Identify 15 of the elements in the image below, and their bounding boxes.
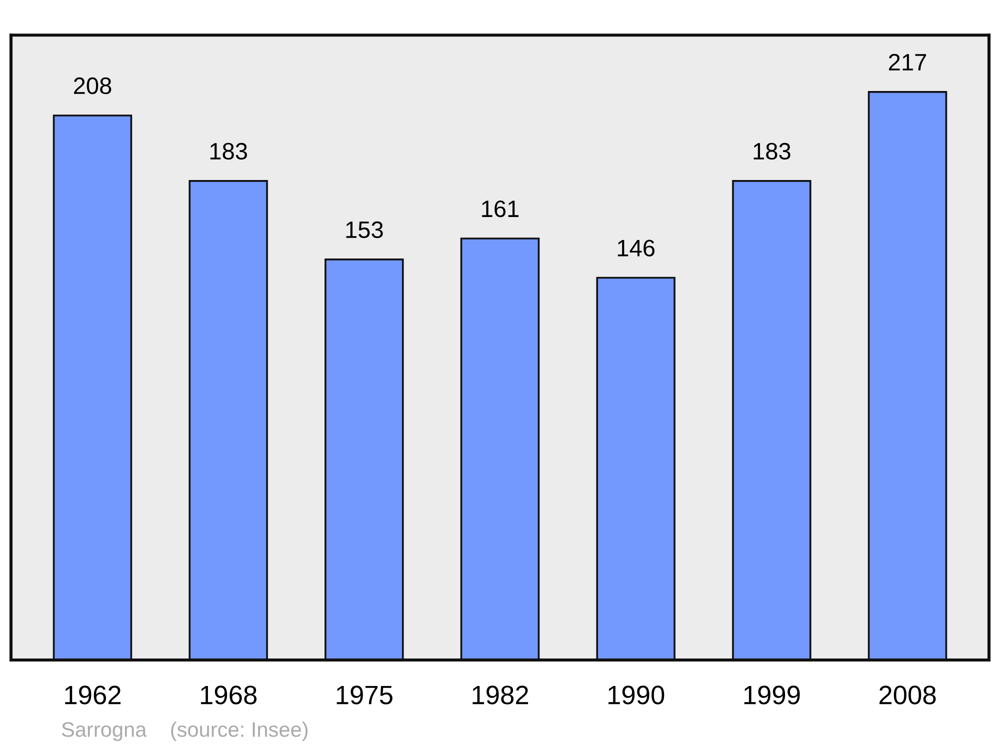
x-tick-label: 1990 bbox=[608, 686, 664, 704]
data-label: 183 bbox=[210, 142, 247, 160]
x-tick-label: 2008 bbox=[879, 686, 936, 704]
data-label: 161 bbox=[482, 200, 519, 218]
data-label: 183 bbox=[754, 142, 790, 160]
x-tick-label: 1975 bbox=[336, 686, 392, 704]
data-label: 208 bbox=[74, 77, 112, 94]
x-tick-label: 1999 bbox=[744, 686, 800, 704]
text: Sarrogna (source: Insee) bbox=[62, 722, 308, 742]
data-label: 153 bbox=[346, 221, 383, 238]
x-tick-label: 1982 bbox=[472, 686, 528, 704]
x-tick-label: 1962 bbox=[65, 686, 121, 704]
data-label: 146 bbox=[618, 240, 654, 256]
x-tick-label: 1968 bbox=[200, 686, 257, 704]
data-label: 217 bbox=[888, 54, 926, 70]
